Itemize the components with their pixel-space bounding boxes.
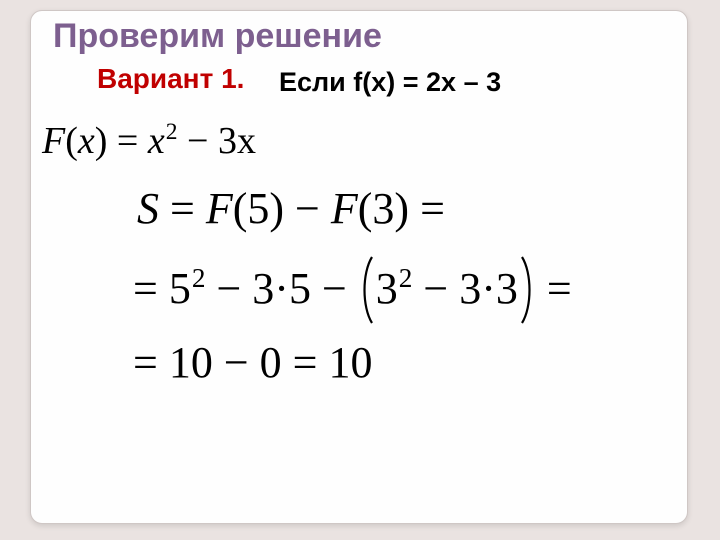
result-text: = 10 − 0 = 10 [133, 338, 372, 387]
inner-tail: 3·3 [459, 264, 518, 313]
five-exp: 2 [192, 263, 206, 293]
inner-minus: − [412, 264, 459, 313]
content-card: Проверим решение Вариант 1. Если f(x) = … [30, 10, 688, 524]
S-letter: S [137, 184, 159, 233]
equals: = [107, 120, 147, 162]
open-paren: ( [65, 120, 78, 162]
minus-2: − [311, 264, 358, 313]
page-title: Проверим решение [53, 17, 382, 56]
minus-1: − [205, 264, 252, 313]
F-of-3-paren: (3) [358, 184, 409, 233]
three-dot-five: 3·5 [252, 264, 311, 313]
F-of-3-F: F [331, 184, 358, 233]
equals-1: = [159, 184, 206, 233]
equals-trail: = [409, 184, 445, 233]
result-line: = 10 − 0 = 10 [133, 337, 372, 388]
big-open-paren [358, 255, 376, 325]
lead-equals: = [133, 264, 169, 313]
close-paren: ) [95, 120, 108, 162]
minus: − [284, 184, 331, 233]
x-squared-exp: 2 [166, 119, 178, 145]
s-definition-line: S = F(5) − F(3) = [137, 183, 445, 234]
x-var: x [78, 120, 95, 162]
big-close-paren [518, 255, 536, 325]
inner-three: 3 [376, 264, 398, 313]
F-of-5-F: F [206, 184, 233, 233]
F-of-5-paren: (5) [233, 184, 284, 233]
antiderivative-line: F(x) = x2 − 3x [42, 119, 256, 163]
trail-equals: = [536, 264, 572, 313]
inner-three-exp: 2 [399, 263, 413, 293]
x-squared-base: x [148, 120, 165, 162]
five: 5 [169, 264, 191, 313]
variant-label: Вариант 1. [97, 63, 244, 95]
substitution-line: = 52 − 3·5 − 32 − 3·3 = [133, 255, 572, 325]
tail-3x: 3x [218, 120, 256, 162]
F-letter: F [42, 120, 65, 162]
condition-text: Если f(x) = 2x – 3 [279, 67, 501, 98]
minus: − [178, 120, 218, 162]
